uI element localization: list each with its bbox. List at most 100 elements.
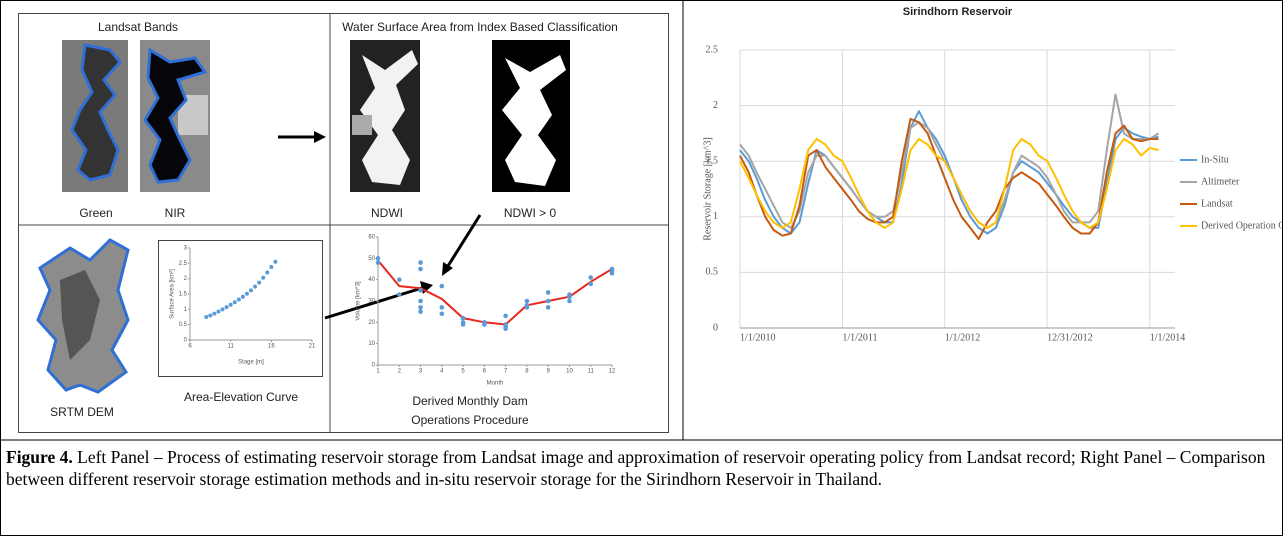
point (524, 298, 530, 304)
legend-label: Altimeter (1201, 176, 1240, 187)
y-tick-label: 0.5 (706, 267, 719, 278)
panel-label: Water Surface Area from Index Based Clas… (342, 20, 618, 34)
y-tick-label: 2 (184, 276, 188, 282)
point (212, 311, 217, 316)
point (253, 284, 258, 289)
panel-label: NDWI (371, 206, 403, 220)
point (375, 256, 381, 261)
point (609, 270, 615, 276)
x-axis-label: Month (487, 381, 504, 387)
x-tick-label: 4 (440, 369, 444, 375)
trend-line (377, 259, 613, 326)
point (228, 302, 233, 307)
y-tick-label: 20 (368, 320, 375, 326)
panel-label: Green (79, 206, 112, 220)
x-tick-label: 1 (376, 369, 380, 375)
point (545, 290, 551, 295)
y-tick-label: 2 (713, 100, 718, 111)
point (567, 298, 572, 304)
series-line (739, 117, 1159, 240)
left-panel-box (18, 13, 669, 433)
point (220, 307, 225, 312)
x-tick-label: 12/31/2012 (1047, 332, 1093, 343)
point (460, 322, 466, 327)
point (503, 326, 508, 332)
x-tick-label: 1/1/2014 (1150, 332, 1186, 343)
point (249, 288, 253, 293)
panel-label: NDWI > 0 (504, 206, 557, 220)
nir-band-image (140, 40, 210, 192)
point (439, 305, 445, 310)
y-tick-label: 1.5 (179, 292, 188, 298)
y-tick-label: 1 (713, 211, 718, 222)
x-tick-label: 6 (188, 344, 192, 350)
x-tick-label: 1/1/2011 (842, 332, 877, 343)
y-tick-label: 0 (184, 338, 188, 344)
point (418, 305, 423, 310)
arrows (278, 131, 482, 320)
point (224, 305, 229, 310)
legend-label: Landsat (1201, 198, 1233, 209)
y-axis-label: Reservoir Storage [km^3] (702, 137, 713, 241)
point (273, 259, 278, 264)
ndwi-image (350, 40, 420, 192)
y-tick-label: 2.5 (179, 261, 188, 267)
point (208, 313, 213, 318)
y-tick-label: 30 (368, 299, 375, 305)
panel-label: Landsat Bands (98, 20, 178, 34)
y-tick-label: 0 (372, 363, 376, 369)
point (396, 277, 402, 282)
panel-label: Area-Elevation Curve (184, 390, 298, 404)
point (240, 294, 245, 299)
y-tick-label: 0.5 (179, 322, 188, 328)
point (439, 311, 445, 317)
x-tick-label: 11 (228, 344, 235, 350)
point (588, 281, 594, 287)
y-axis-label: Surface Area [km²] (170, 269, 176, 319)
point (232, 300, 237, 305)
point (261, 275, 266, 280)
y-tick-label: 40 (368, 277, 375, 283)
point (244, 291, 249, 296)
point (418, 298, 423, 304)
point (482, 322, 487, 327)
x-tick-label: 7 (504, 369, 508, 375)
panel-label: SRTM DEM (50, 405, 114, 419)
x-tick-label: 1/1/2012 (945, 332, 981, 343)
point (257, 280, 262, 285)
point (265, 270, 270, 275)
x-tick-label: 1/1/2010 (740, 332, 776, 343)
point (396, 292, 402, 297)
x-tick-label: 2 (398, 369, 402, 375)
y-tick-label: 0 (713, 322, 718, 333)
panel-label: Operations Procedure (411, 413, 529, 427)
point (418, 288, 423, 293)
point (418, 266, 423, 272)
y-tick-label: 10 (368, 341, 375, 347)
y-tick-label: 2.5 (706, 44, 719, 55)
x-tick-label: 9 (547, 369, 551, 375)
y-tick-label: 3 (184, 246, 188, 252)
srtm-dem-image (36, 238, 130, 394)
x-tick-label: 21 (309, 344, 316, 350)
y-tick-label: 1 (184, 307, 188, 313)
x-axis-label: Stage [m] (238, 360, 264, 366)
y-axis-label: Volume [km^3] (356, 281, 362, 320)
legend-label: Derived Operation Curve (1201, 220, 1283, 231)
point (545, 298, 551, 304)
green-band-image (62, 40, 128, 192)
point (588, 275, 594, 280)
point (460, 315, 466, 321)
point (269, 265, 274, 270)
point (418, 260, 423, 265)
caption-text: Left Panel – Process of estimating reser… (6, 447, 1266, 489)
point (524, 305, 530, 310)
panel-label: Derived Monthly Dam (412, 394, 527, 408)
x-tick-label: 16 (268, 344, 275, 350)
x-tick-label: 3 (419, 369, 423, 375)
x-tick-label: 11 (588, 369, 595, 375)
point (236, 297, 241, 302)
caption: Figure 4. Left Panel – Process of estima… (6, 446, 1276, 490)
